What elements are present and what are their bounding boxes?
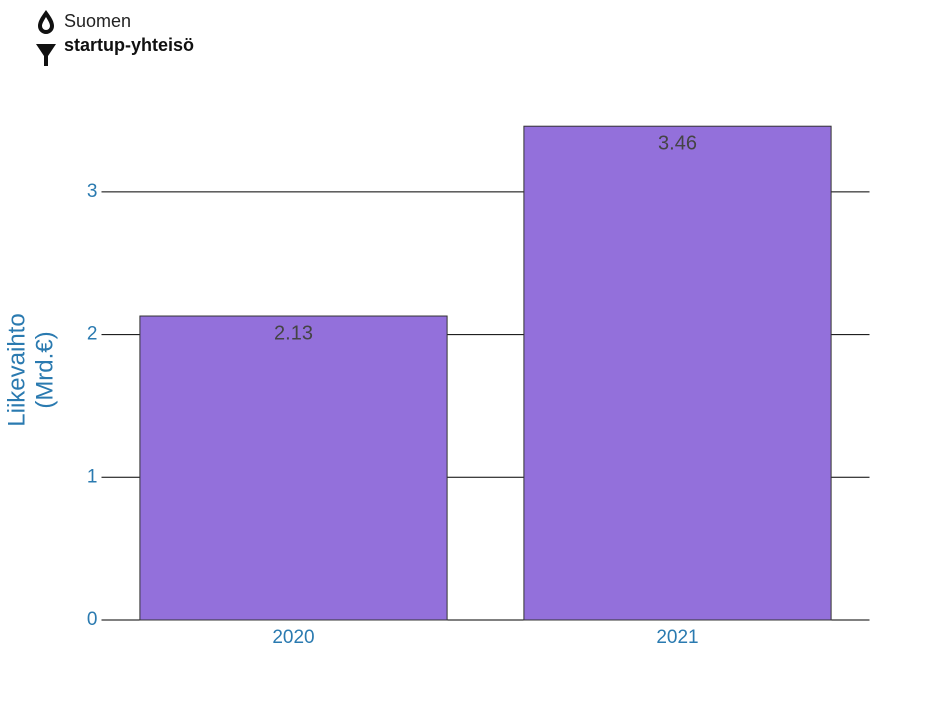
logo-drop: [38, 10, 54, 34]
x-tick-label: 2020: [272, 627, 314, 648]
logo: Suomen startup-yhteisö: [36, 10, 194, 66]
logo-text: startup-yhteisö: [64, 35, 194, 55]
logo-funnel: [36, 44, 56, 66]
y-axis-title: (Mrd.€): [31, 331, 58, 408]
y-tick-label: 1: [87, 466, 98, 487]
logo-text: Suomen: [64, 11, 131, 31]
y-tick-label: 0: [87, 609, 98, 630]
bar: [523, 125, 832, 621]
value-label: 2.13: [274, 322, 313, 344]
y-tick-label: 3: [87, 181, 98, 202]
x-tick-label: 2021: [656, 627, 698, 648]
value-label: 3.46: [658, 132, 697, 154]
y-tick-label: 2: [87, 324, 98, 345]
y-axis-title: Liikevaihto: [3, 313, 30, 426]
bar: [139, 315, 448, 621]
